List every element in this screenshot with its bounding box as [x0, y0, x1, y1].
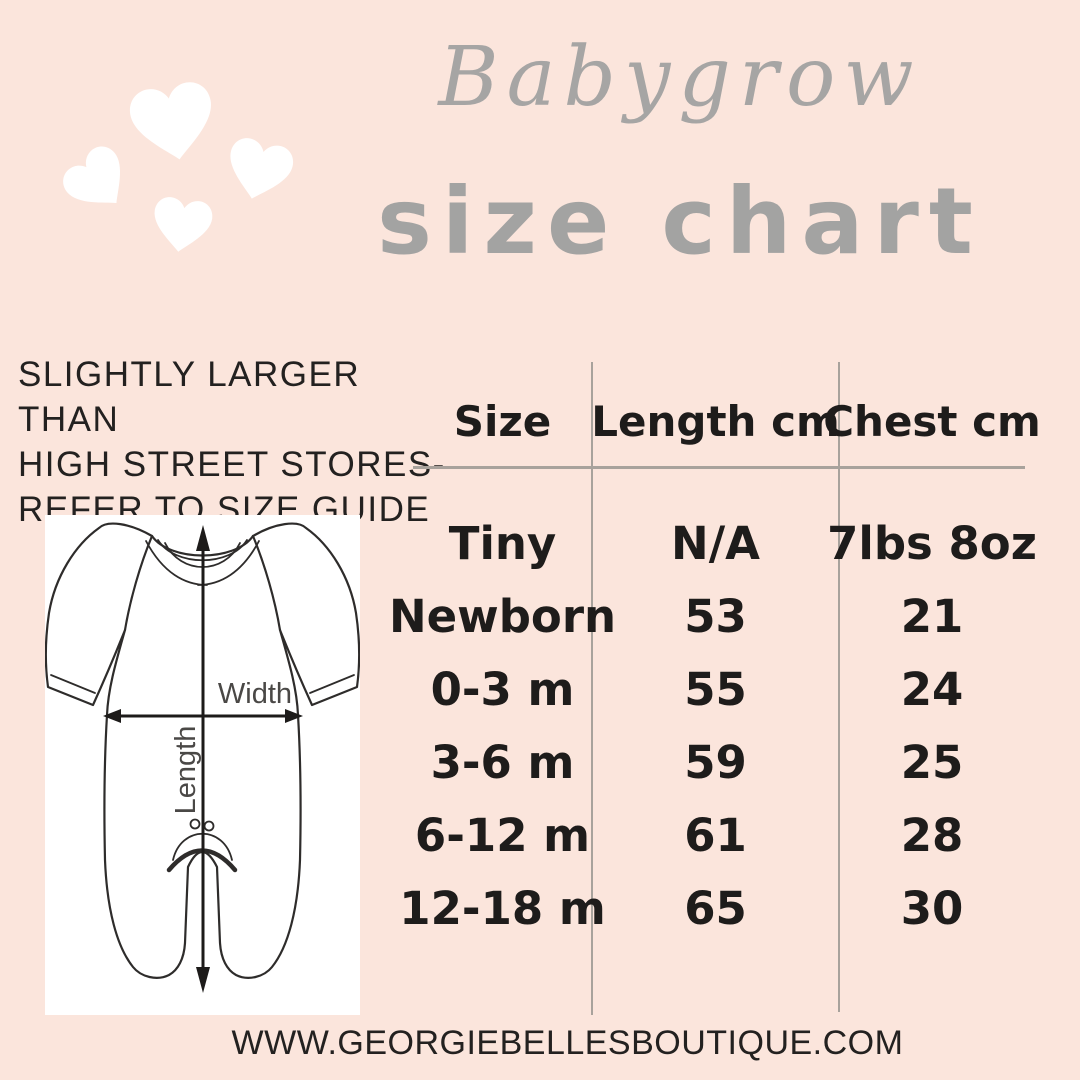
size-cell: 12-18 m	[399, 882, 606, 935]
chest-cell: 21	[900, 590, 964, 643]
note-line: SLIGHTLY LARGER THAN	[18, 355, 361, 439]
script-title: Babygrow	[438, 30, 922, 125]
size-cell: 6-12 m	[414, 809, 591, 862]
width-arrow-heads	[103, 709, 303, 723]
note-line: HIGH STREET STORES-	[18, 445, 446, 484]
size-cell: 3-6 m	[430, 736, 575, 789]
length-cell: 55	[684, 663, 747, 716]
heart-icon	[52, 135, 144, 226]
length-label: Length	[170, 726, 202, 815]
chest-cell: 30	[900, 882, 964, 935]
size-table-header: Size Length cm Chest cm	[413, 362, 1041, 466]
size-cell: Tiny	[448, 517, 557, 570]
table-header-divider	[413, 466, 1025, 469]
page-title: size chart	[377, 168, 983, 275]
babygrow-diagram: Width Length	[45, 515, 360, 1015]
column-header-chest: Chest cm	[823, 396, 1041, 446]
length-cell: 61	[684, 809, 747, 862]
column-header-length: Length cm	[591, 396, 840, 446]
size-cell: 0-3 m	[430, 663, 575, 716]
heart-icon	[121, 73, 224, 171]
length-arrow-heads	[196, 525, 210, 993]
chest-cell: 24	[900, 663, 964, 716]
chest-cell: 28	[900, 809, 964, 862]
heart-icon	[146, 192, 217, 258]
chest-cell: 25	[900, 736, 964, 789]
table-column-divider	[838, 362, 840, 1012]
column-header-size: Size	[453, 396, 552, 446]
length-cell: 65	[684, 882, 747, 935]
length-cell: 59	[684, 736, 747, 789]
babygrow-outline	[45, 522, 360, 979]
size-table-body: Tiny N/A 7lbs 8oz Newborn 53 21 0-3 m 55…	[388, 469, 1037, 1015]
length-cell: 53	[684, 590, 747, 643]
size-note: SLIGHTLY LARGER THAN HIGH STREET STORES-…	[18, 352, 448, 532]
width-label: Width	[218, 678, 292, 710]
website-url: WWW.GEORGIEBELLESBOUTIQUE.COM	[231, 1024, 904, 1062]
table-column-divider	[591, 362, 593, 1015]
length-cell: N/A	[671, 517, 760, 570]
chest-cell: 7lbs 8oz	[827, 517, 1037, 570]
size-cell: Newborn	[388, 590, 617, 643]
heart-icon	[217, 130, 300, 209]
